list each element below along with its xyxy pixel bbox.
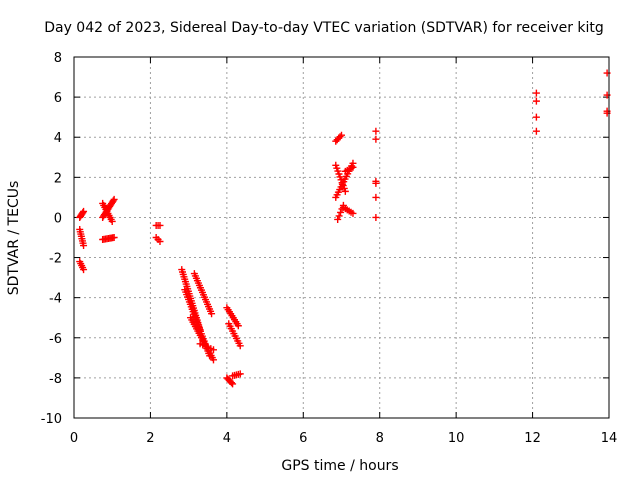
- data-point: [372, 193, 380, 201]
- y-tick-label: -10: [41, 412, 62, 427]
- y-tick-label: -4: [49, 292, 62, 307]
- data-point: [335, 212, 343, 220]
- chart-title: Day 042 of 2023, Sidereal Day-to-day VTE…: [44, 20, 604, 36]
- grid-lines: [74, 57, 609, 418]
- y-tick-label: 8: [54, 51, 62, 66]
- data-point: [208, 310, 216, 318]
- data-point: [234, 322, 242, 330]
- data-point: [532, 89, 540, 97]
- data-point: [372, 127, 380, 135]
- y-tick-label: 2: [54, 171, 62, 186]
- x-tick-label: 8: [376, 431, 384, 446]
- y-tick-labels: -10 -8 -6 -4 -2 0 2 4 6 8: [41, 51, 62, 427]
- data-point: [372, 135, 380, 143]
- data-point: [108, 217, 116, 225]
- x-tick-label: 14: [601, 431, 618, 446]
- data-point: [79, 209, 87, 217]
- x-tick-label: 12: [524, 431, 541, 446]
- data-point: [110, 195, 118, 203]
- data-point: [338, 131, 345, 139]
- x-axis-label: GPS time / hours: [281, 458, 398, 474]
- data-point: [372, 213, 380, 221]
- x-tick-label: 10: [448, 431, 465, 446]
- data-point: [156, 238, 164, 246]
- y-tick-label: 0: [54, 211, 62, 226]
- x-tick-labels: 0 2 4 6 8 10 12 14: [70, 431, 617, 446]
- data-point: [334, 215, 342, 223]
- data-point: [227, 379, 235, 387]
- data-point: [349, 209, 357, 217]
- data-point: [156, 221, 164, 229]
- data-point: [336, 133, 344, 141]
- data-point: [109, 197, 117, 205]
- y-tick-label: -8: [49, 372, 62, 387]
- data-point: [236, 342, 244, 350]
- y-axis-label: SDTVAR / TECUs: [6, 181, 22, 296]
- plot-frame: [73, 56, 610, 419]
- data-point: [80, 266, 88, 274]
- data-point: [209, 356, 217, 364]
- x-tick-label: 2: [146, 431, 154, 446]
- data-point: [80, 207, 88, 215]
- data-point: [372, 179, 380, 187]
- data-point: [341, 187, 349, 195]
- data-point: [110, 234, 118, 241]
- data-points: [76, 69, 611, 388]
- data-point: [532, 97, 540, 105]
- data-point: [349, 163, 357, 171]
- data-point: [209, 346, 217, 354]
- data-point: [80, 242, 88, 250]
- y-tick-label: -6: [49, 332, 62, 347]
- y-tick-label: 6: [54, 91, 62, 106]
- data-point: [532, 127, 540, 135]
- x-tick-label: 6: [299, 431, 307, 446]
- data-point: [603, 69, 611, 77]
- y-tick-label: 4: [54, 131, 62, 146]
- data-point: [229, 380, 237, 388]
- x-tick-label: 0: [70, 431, 78, 446]
- data-point: [337, 208, 345, 216]
- data-point: [236, 370, 244, 378]
- x-tick-label: 4: [223, 431, 231, 446]
- data-point: [532, 113, 540, 121]
- y-tick-label: -2: [49, 252, 62, 267]
